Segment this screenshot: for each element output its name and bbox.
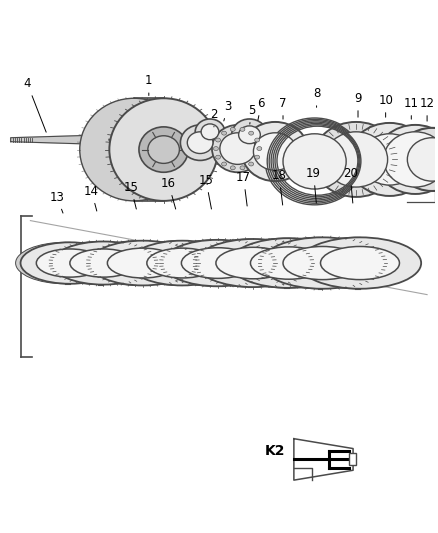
Ellipse shape (52, 241, 155, 285)
Ellipse shape (139, 127, 188, 172)
Ellipse shape (36, 249, 103, 277)
Ellipse shape (216, 247, 291, 279)
Text: 19: 19 (306, 167, 321, 203)
Text: 1: 1 (145, 75, 152, 95)
Ellipse shape (187, 132, 213, 154)
Ellipse shape (129, 241, 236, 286)
Ellipse shape (242, 122, 309, 181)
Ellipse shape (239, 126, 260, 144)
Ellipse shape (201, 124, 219, 140)
Ellipse shape (212, 125, 263, 172)
Text: 9: 9 (354, 92, 362, 117)
Ellipse shape (148, 136, 180, 164)
Text: 6: 6 (258, 97, 265, 120)
Ellipse shape (90, 241, 196, 286)
Ellipse shape (196, 239, 311, 287)
Text: 17: 17 (236, 171, 251, 206)
Ellipse shape (220, 133, 255, 164)
Ellipse shape (215, 155, 221, 159)
Text: 15: 15 (124, 181, 138, 209)
Ellipse shape (85, 241, 191, 286)
Ellipse shape (80, 98, 188, 201)
Text: 10: 10 (378, 94, 393, 117)
Text: 11: 11 (404, 97, 419, 119)
Ellipse shape (240, 166, 245, 170)
Ellipse shape (254, 133, 297, 170)
Ellipse shape (249, 162, 254, 166)
Text: 13: 13 (49, 191, 64, 213)
Ellipse shape (240, 127, 245, 131)
Ellipse shape (225, 238, 343, 288)
Bar (349, 454, 356, 465)
Ellipse shape (230, 166, 235, 170)
Ellipse shape (257, 147, 262, 150)
Ellipse shape (396, 128, 438, 191)
Ellipse shape (255, 155, 260, 159)
Text: 15: 15 (198, 174, 213, 209)
Ellipse shape (249, 131, 254, 135)
Ellipse shape (251, 247, 328, 279)
Ellipse shape (230, 238, 348, 288)
Ellipse shape (47, 241, 150, 285)
Ellipse shape (21, 243, 119, 284)
Text: 16: 16 (161, 177, 176, 209)
Text: 18: 18 (272, 169, 286, 205)
Ellipse shape (376, 125, 438, 194)
Polygon shape (11, 135, 110, 144)
Text: 2: 2 (210, 108, 218, 127)
Text: K2: K2 (264, 445, 285, 458)
Ellipse shape (230, 127, 235, 131)
Text: 4: 4 (24, 77, 46, 132)
Ellipse shape (261, 237, 384, 289)
Text: 5: 5 (248, 104, 255, 124)
Ellipse shape (325, 132, 388, 187)
Ellipse shape (283, 246, 362, 280)
Ellipse shape (222, 162, 226, 166)
Ellipse shape (222, 131, 226, 135)
Ellipse shape (107, 248, 178, 278)
Ellipse shape (255, 138, 260, 142)
Ellipse shape (213, 147, 219, 150)
Ellipse shape (384, 132, 438, 187)
Ellipse shape (407, 138, 438, 181)
Ellipse shape (232, 119, 267, 150)
Ellipse shape (299, 237, 421, 289)
Ellipse shape (162, 240, 273, 286)
Text: 8: 8 (313, 87, 320, 107)
Ellipse shape (215, 138, 221, 142)
Ellipse shape (256, 237, 379, 289)
Ellipse shape (158, 240, 268, 286)
Ellipse shape (124, 241, 231, 286)
Ellipse shape (181, 248, 254, 278)
Text: 12: 12 (420, 97, 434, 121)
Ellipse shape (16, 243, 114, 284)
Ellipse shape (348, 123, 431, 196)
Text: 20: 20 (343, 167, 357, 203)
Ellipse shape (195, 119, 225, 144)
Ellipse shape (180, 125, 220, 160)
Ellipse shape (360, 134, 419, 185)
Ellipse shape (321, 246, 399, 280)
Ellipse shape (147, 248, 218, 278)
Ellipse shape (313, 122, 399, 197)
Ellipse shape (191, 239, 306, 287)
Text: 7: 7 (279, 97, 287, 119)
Text: 14: 14 (84, 185, 99, 211)
Ellipse shape (70, 249, 137, 277)
Text: 3: 3 (224, 100, 231, 121)
Ellipse shape (110, 98, 218, 201)
Ellipse shape (294, 237, 416, 289)
Ellipse shape (283, 134, 346, 189)
